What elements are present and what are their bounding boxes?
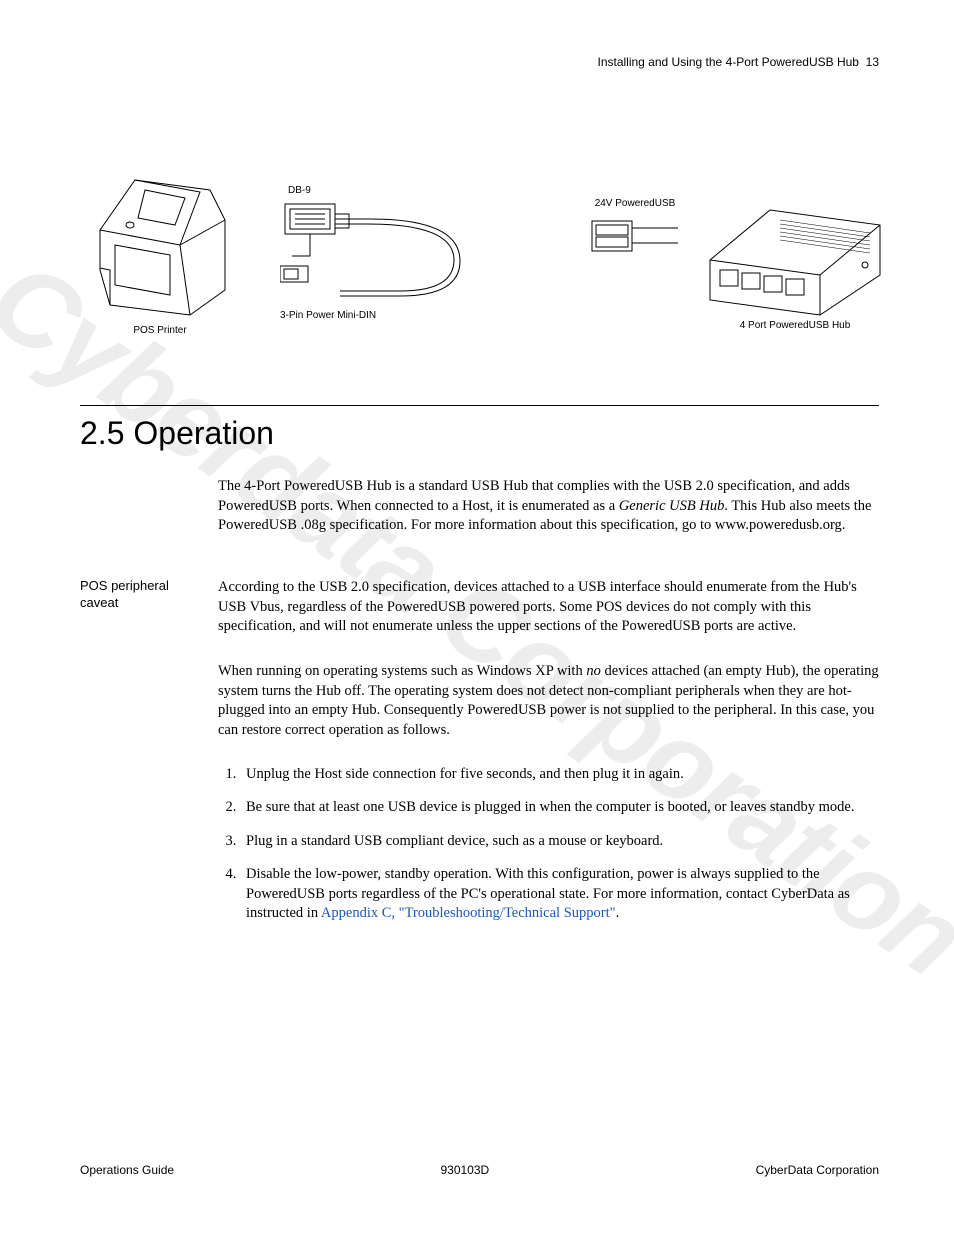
header-page-number: 13 — [866, 55, 879, 69]
minidin-label: 3-Pin Power Mini-DIN — [280, 310, 500, 321]
step-2: Be sure that at least one USB device is … — [240, 798, 879, 818]
section-heading: 2.5 Operation — [80, 415, 274, 452]
steps-list: Unplug the Host side connection for five… — [218, 765, 879, 938]
page-header: Installing and Using the 4-Port PoweredU… — [597, 55, 879, 69]
caveat-paragraph: According to the USB 2.0 specification, … — [218, 578, 879, 637]
intro-emphasis: Generic USB Hub — [619, 498, 725, 514]
page-footer: Operations Guide 930103D CyberData Corpo… — [80, 1163, 879, 1177]
footer-right: CyberData Corporation — [756, 1163, 879, 1177]
pusb-connector-icon — [590, 213, 680, 263]
pusb-label: 24V PoweredUSB — [575, 198, 695, 209]
pos-printer-icon — [80, 150, 240, 325]
step4-text-b: . — [616, 905, 620, 921]
appendix-link[interactable]: Appendix C, "Troubleshooting/Technical S… — [321, 905, 616, 921]
section-rule — [80, 405, 879, 406]
footer-center: 930103D — [440, 1163, 489, 1177]
os-text-a: When running on operating systems such a… — [218, 663, 586, 679]
header-text: Installing and Using the 4-Port PoweredU… — [597, 55, 858, 69]
os-paragraph: When running on operating systems such a… — [218, 662, 879, 740]
diagram-figure: POS Printer DB-9 — [80, 150, 879, 390]
step-1: Unplug the Host side connection for five… — [240, 765, 879, 785]
hub-label: 4 Port PoweredUSB Hub — [700, 320, 890, 331]
intro-paragraph: The 4-Port PoweredUSB Hub is a standard … — [218, 477, 879, 536]
hub-icon — [700, 180, 890, 320]
os-emphasis: no — [586, 663, 601, 679]
step-3: Plug in a standard USB compliant device,… — [240, 832, 879, 852]
step-4: Disable the low-power, standby operation… — [240, 865, 879, 924]
section-title-text: Operation — [133, 415, 274, 451]
printer-label: POS Printer — [80, 325, 240, 336]
db9-label: DB-9 — [288, 185, 500, 196]
cable-icon — [280, 196, 500, 316]
section-number: 2.5 — [80, 415, 124, 451]
footer-left: Operations Guide — [80, 1163, 174, 1177]
caveat-side-label: POS peripheral caveat — [80, 578, 200, 612]
